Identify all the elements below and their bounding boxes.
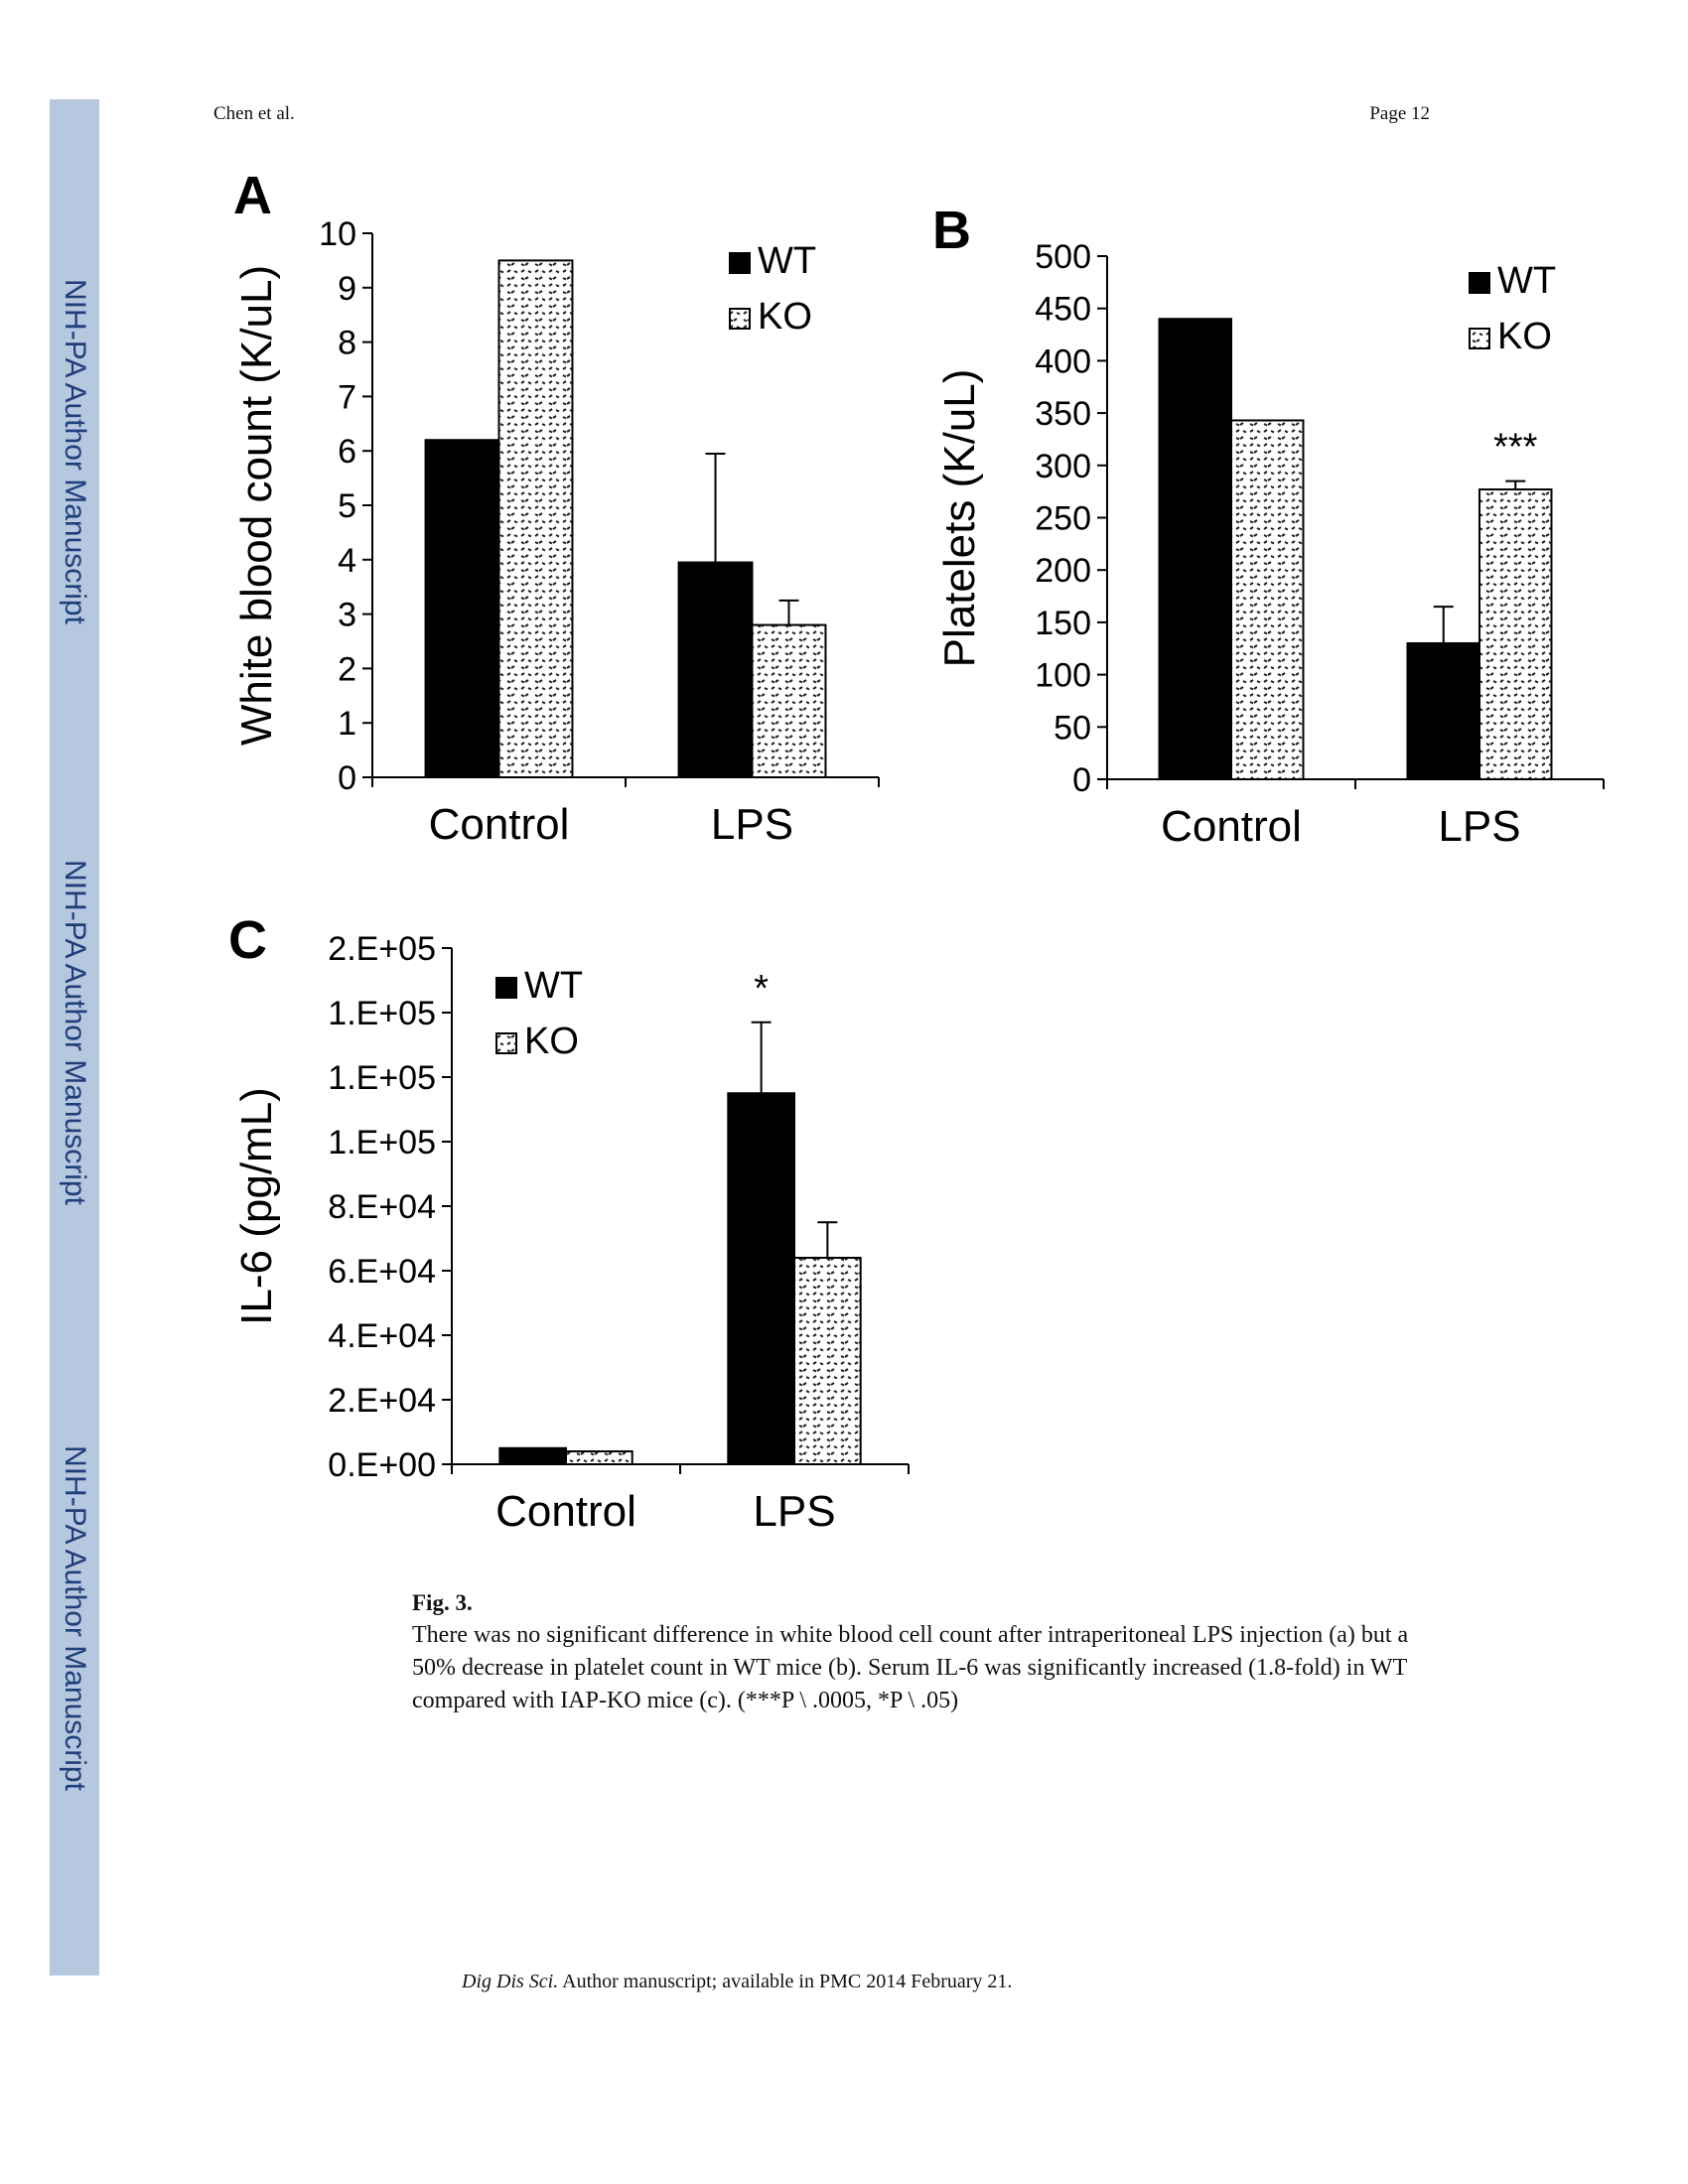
bar-wt-lps [677, 561, 754, 779]
bar-ko-lps [1478, 488, 1553, 780]
panel-label: C [228, 910, 267, 970]
bar-ko-control [1230, 419, 1305, 780]
running-header-author: Chen et al. [213, 103, 295, 124]
y-tick-label: 250 [1035, 500, 1091, 538]
y-tick-label: 5 [338, 487, 356, 525]
figure-label: Fig. 3. [412, 1590, 473, 1615]
legend-label: WT [1497, 260, 1556, 302]
bar-wt-lps [1406, 641, 1480, 781]
y-tick-label: 1.E+05 [328, 1124, 436, 1161]
x-category-label: Control [429, 800, 570, 849]
caption-text: There was no significant difference in w… [412, 1622, 1409, 1713]
figure-caption: Fig. 3. There was no significant differe… [412, 1586, 1440, 1717]
y-tick-label: 1.E+05 [328, 995, 436, 1032]
significance-mark: *** [1493, 427, 1538, 469]
y-tick-label: 150 [1035, 605, 1091, 642]
legend-swatch [729, 308, 751, 330]
y-tick-label: 450 [1035, 291, 1091, 329]
y-tick-label: 9 [338, 270, 356, 308]
legend-label: KO [1497, 316, 1552, 357]
bar-wt-control [424, 439, 500, 778]
y-tick-label: 200 [1035, 552, 1091, 590]
panel-label: A [233, 166, 272, 225]
bar-ko-control [565, 1450, 633, 1465]
y-tick-label: 400 [1035, 342, 1091, 380]
y-tick-label: 0.E+00 [328, 1446, 436, 1484]
x-category-label: LPS [1438, 802, 1520, 851]
legend-swatch [495, 1032, 517, 1054]
bar-wt-lps [727, 1092, 795, 1465]
bar-ko-control [497, 259, 574, 778]
y-axis-title: White blood count (K/uL) [232, 265, 281, 746]
y-tick-label: 1.E+05 [328, 1059, 436, 1097]
legend-swatch [1469, 272, 1490, 294]
y-tick-label: 2.E+04 [328, 1382, 436, 1420]
bar-wt-control [1158, 318, 1232, 781]
legend-label: KO [758, 296, 812, 338]
legend-swatch [729, 252, 751, 274]
sidebar-band [50, 99, 99, 1976]
legend-label: WT [758, 240, 816, 282]
page-footer: Dig Dis Sci. Author manuscript; availabl… [462, 1971, 1012, 1993]
bar-ko-lps [793, 1257, 862, 1465]
footer-journal: Dig Dis Sci. [462, 1971, 559, 1992]
chart-panel-c: C 0.E+00 2.E+04 4.E+04 6.E+04 8.E+04 1.E+05 1.E… [228, 910, 910, 1536]
y-tick-label: 350 [1035, 395, 1091, 433]
y-tick-label: 6 [338, 433, 356, 471]
y-tick-label: 2.E+05 [328, 930, 436, 968]
bar-wt-control [498, 1446, 567, 1465]
x-category-label: LPS [711, 800, 793, 849]
y-tick-label: 7 [338, 378, 356, 416]
y-axis-title: IL-6 (pg/mL) [232, 1087, 281, 1325]
legend-label: KO [524, 1021, 579, 1062]
y-tick-label: 8 [338, 325, 356, 362]
y-tick-label: 0 [1072, 761, 1091, 799]
chart-panel-b: B 0 50 100 150 200 250 300 350 400 450 500 Platelets… [932, 201, 1605, 851]
y-tick-label: 2 [338, 650, 356, 688]
y-tick-label: 500 [1035, 238, 1091, 276]
y-tick-label: 100 [1035, 657, 1091, 695]
y-tick-label: 8.E+04 [328, 1188, 436, 1226]
y-tick-label: 1 [338, 705, 356, 743]
x-category-label: Control [495, 1487, 636, 1536]
y-tick-label: 4 [338, 542, 356, 580]
legend-label: WT [524, 965, 583, 1007]
significance-mark: * [754, 968, 769, 1010]
chart-panel-a: A 0 1 2 3 4 5 6 7 8 9 10 White blood count (K/uL) Con… [232, 166, 880, 849]
x-category-label: LPS [753, 1487, 835, 1536]
y-tick-label: 50 [1054, 709, 1091, 747]
y-tick-label: 0 [338, 759, 356, 797]
running-header-page: Page 12 [1369, 103, 1430, 124]
y-tick-label: 300 [1035, 448, 1091, 485]
legend-swatch [1469, 328, 1490, 349]
y-tick-label: 10 [319, 215, 356, 253]
x-category-label: Control [1161, 802, 1302, 851]
y-tick-label: 3 [338, 597, 356, 634]
bar-ko-lps [751, 623, 827, 778]
legend-swatch [495, 977, 517, 999]
footer-text: Author manuscript; available in PMC 2014… [562, 1971, 1013, 1992]
y-tick-label: 6.E+04 [328, 1253, 436, 1291]
panel-label: B [932, 201, 971, 260]
y-axis-title: Platelets (K/uL) [935, 369, 984, 668]
y-tick-label: 4.E+04 [328, 1317, 436, 1355]
